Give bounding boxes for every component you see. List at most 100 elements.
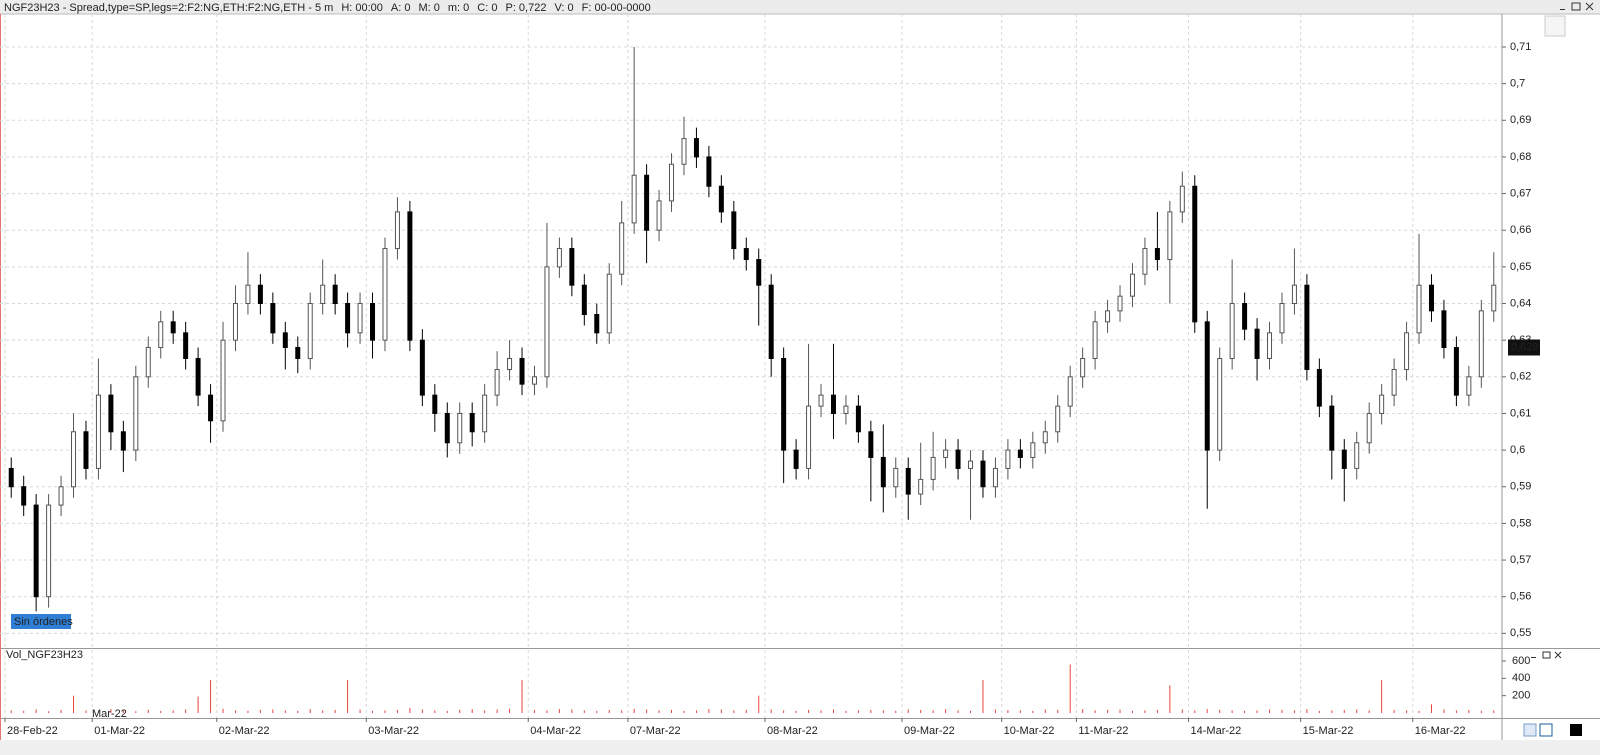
volume-bar [1131,710,1133,713]
candle-body [1129,273,1135,297]
last-price-label: 0,628 [1511,341,1539,353]
volume-bar [1406,710,1408,713]
y-tick-label: 0,66 [1510,224,1531,236]
last-price-box [1508,339,1540,356]
volume-bar [621,710,623,713]
candle-body [768,284,774,359]
candle-body [955,449,961,469]
candle-body [1055,405,1061,433]
volume-bar [434,710,436,713]
y-tick-label: 0,69 [1510,114,1531,126]
toolbar-icons[interactable] [1523,723,1582,737]
volume-bar [1269,709,1271,713]
y-tick-label: 0,59 [1510,481,1531,493]
y-tick-label: 400 [1512,672,1530,684]
volume-bar [596,710,598,713]
candle-body [332,284,338,305]
close-button[interactable] [1554,651,1562,659]
header-field: P: 0,722 [505,2,546,14]
x-tick-label: 04-Mar-22 [530,725,581,737]
y-tick-label: 200 [1512,690,1530,702]
volume-bar [372,710,374,713]
candle-body [320,284,326,305]
candle-body [1067,376,1073,407]
volume-pane-buttons[interactable] [1531,651,1562,659]
y-tick-label: 0,6 [1510,444,1525,456]
candle-body [681,138,687,165]
volume-bar [783,710,785,713]
axes: 0,550,560,570,580,590,60,610,620,630,640… [4,41,1540,737]
candle-body [1491,284,1497,312]
minimize-button[interactable] [1531,657,1536,658]
maximize-button[interactable] [1542,651,1551,659]
candle-body [245,284,251,305]
candle-body [631,174,637,224]
volume-bar [1430,704,1432,713]
candle-body [644,174,650,231]
volume-bar [446,710,448,713]
candle-body [83,431,89,469]
candle-body [370,303,376,341]
x-tick-label: 09-Mar-22 [904,725,955,737]
volume-bar [1443,709,1445,713]
volume-bar [222,708,224,713]
maximize-button[interactable] [1571,2,1581,11]
y-tick-label: 0,7 [1510,78,1525,90]
volume-bar [521,680,523,713]
volume-bar [272,709,274,713]
window-buttons[interactable] [1560,2,1594,11]
volume-bar [870,709,872,713]
candle-body [494,368,500,396]
volume-bar [1306,709,1308,713]
candle-body [345,303,351,334]
candle-body [718,185,724,213]
candle-body [33,504,39,598]
volume-bar [1119,709,1121,713]
candle-body [1453,346,1459,396]
volume-bar [1293,710,1295,713]
volume-bar [895,710,897,713]
candle-body [1354,442,1360,469]
candle-body [1005,449,1011,469]
volume-bar [1393,709,1395,713]
candle-body [1391,368,1397,396]
axis-settings-button[interactable] [1544,15,1566,37]
color-button[interactable] [1570,724,1582,736]
volume-bar [1343,709,1345,713]
window-title: NGF23H23 - Spread,type=SP,legs=2:F2:NG,E… [4,2,333,14]
candle-body [1042,431,1048,444]
volume-bar [210,680,212,713]
candle-body [1416,284,1422,334]
price-plot [8,46,1497,612]
volume-bar [571,709,573,713]
candle-body [868,431,874,458]
volume-bar [1156,709,1158,713]
x-tick-label: 02-Mar-22 [219,725,270,737]
volume-bar [1418,710,1420,713]
chart-type-button[interactable] [1523,723,1537,737]
volume-bar [857,710,859,713]
volume-plot [10,664,1495,713]
volume-bar [35,709,37,713]
header-field: m: 0 [448,2,469,14]
volume-bar [882,710,884,713]
candle-body [619,222,625,275]
close-button[interactable] [1585,2,1594,11]
candle-body [1080,357,1086,378]
header-field: C: 0 [477,2,497,14]
candle-body [781,357,787,451]
volume-bar [820,710,822,713]
y-tick-label: 0,71 [1510,41,1531,53]
volume-bar [932,710,934,713]
scale-button[interactable] [1539,723,1553,737]
header-field: V: 0 [554,2,573,14]
candle-body [1441,310,1447,348]
volume-bar [1493,710,1495,713]
minimize-button[interactable] [1560,9,1565,10]
volume-bar [770,709,772,713]
candle-body [893,467,899,488]
volume-bar [1194,710,1196,713]
candle-body [8,467,14,488]
volume-bar [994,709,996,713]
candle-body [1366,412,1372,444]
